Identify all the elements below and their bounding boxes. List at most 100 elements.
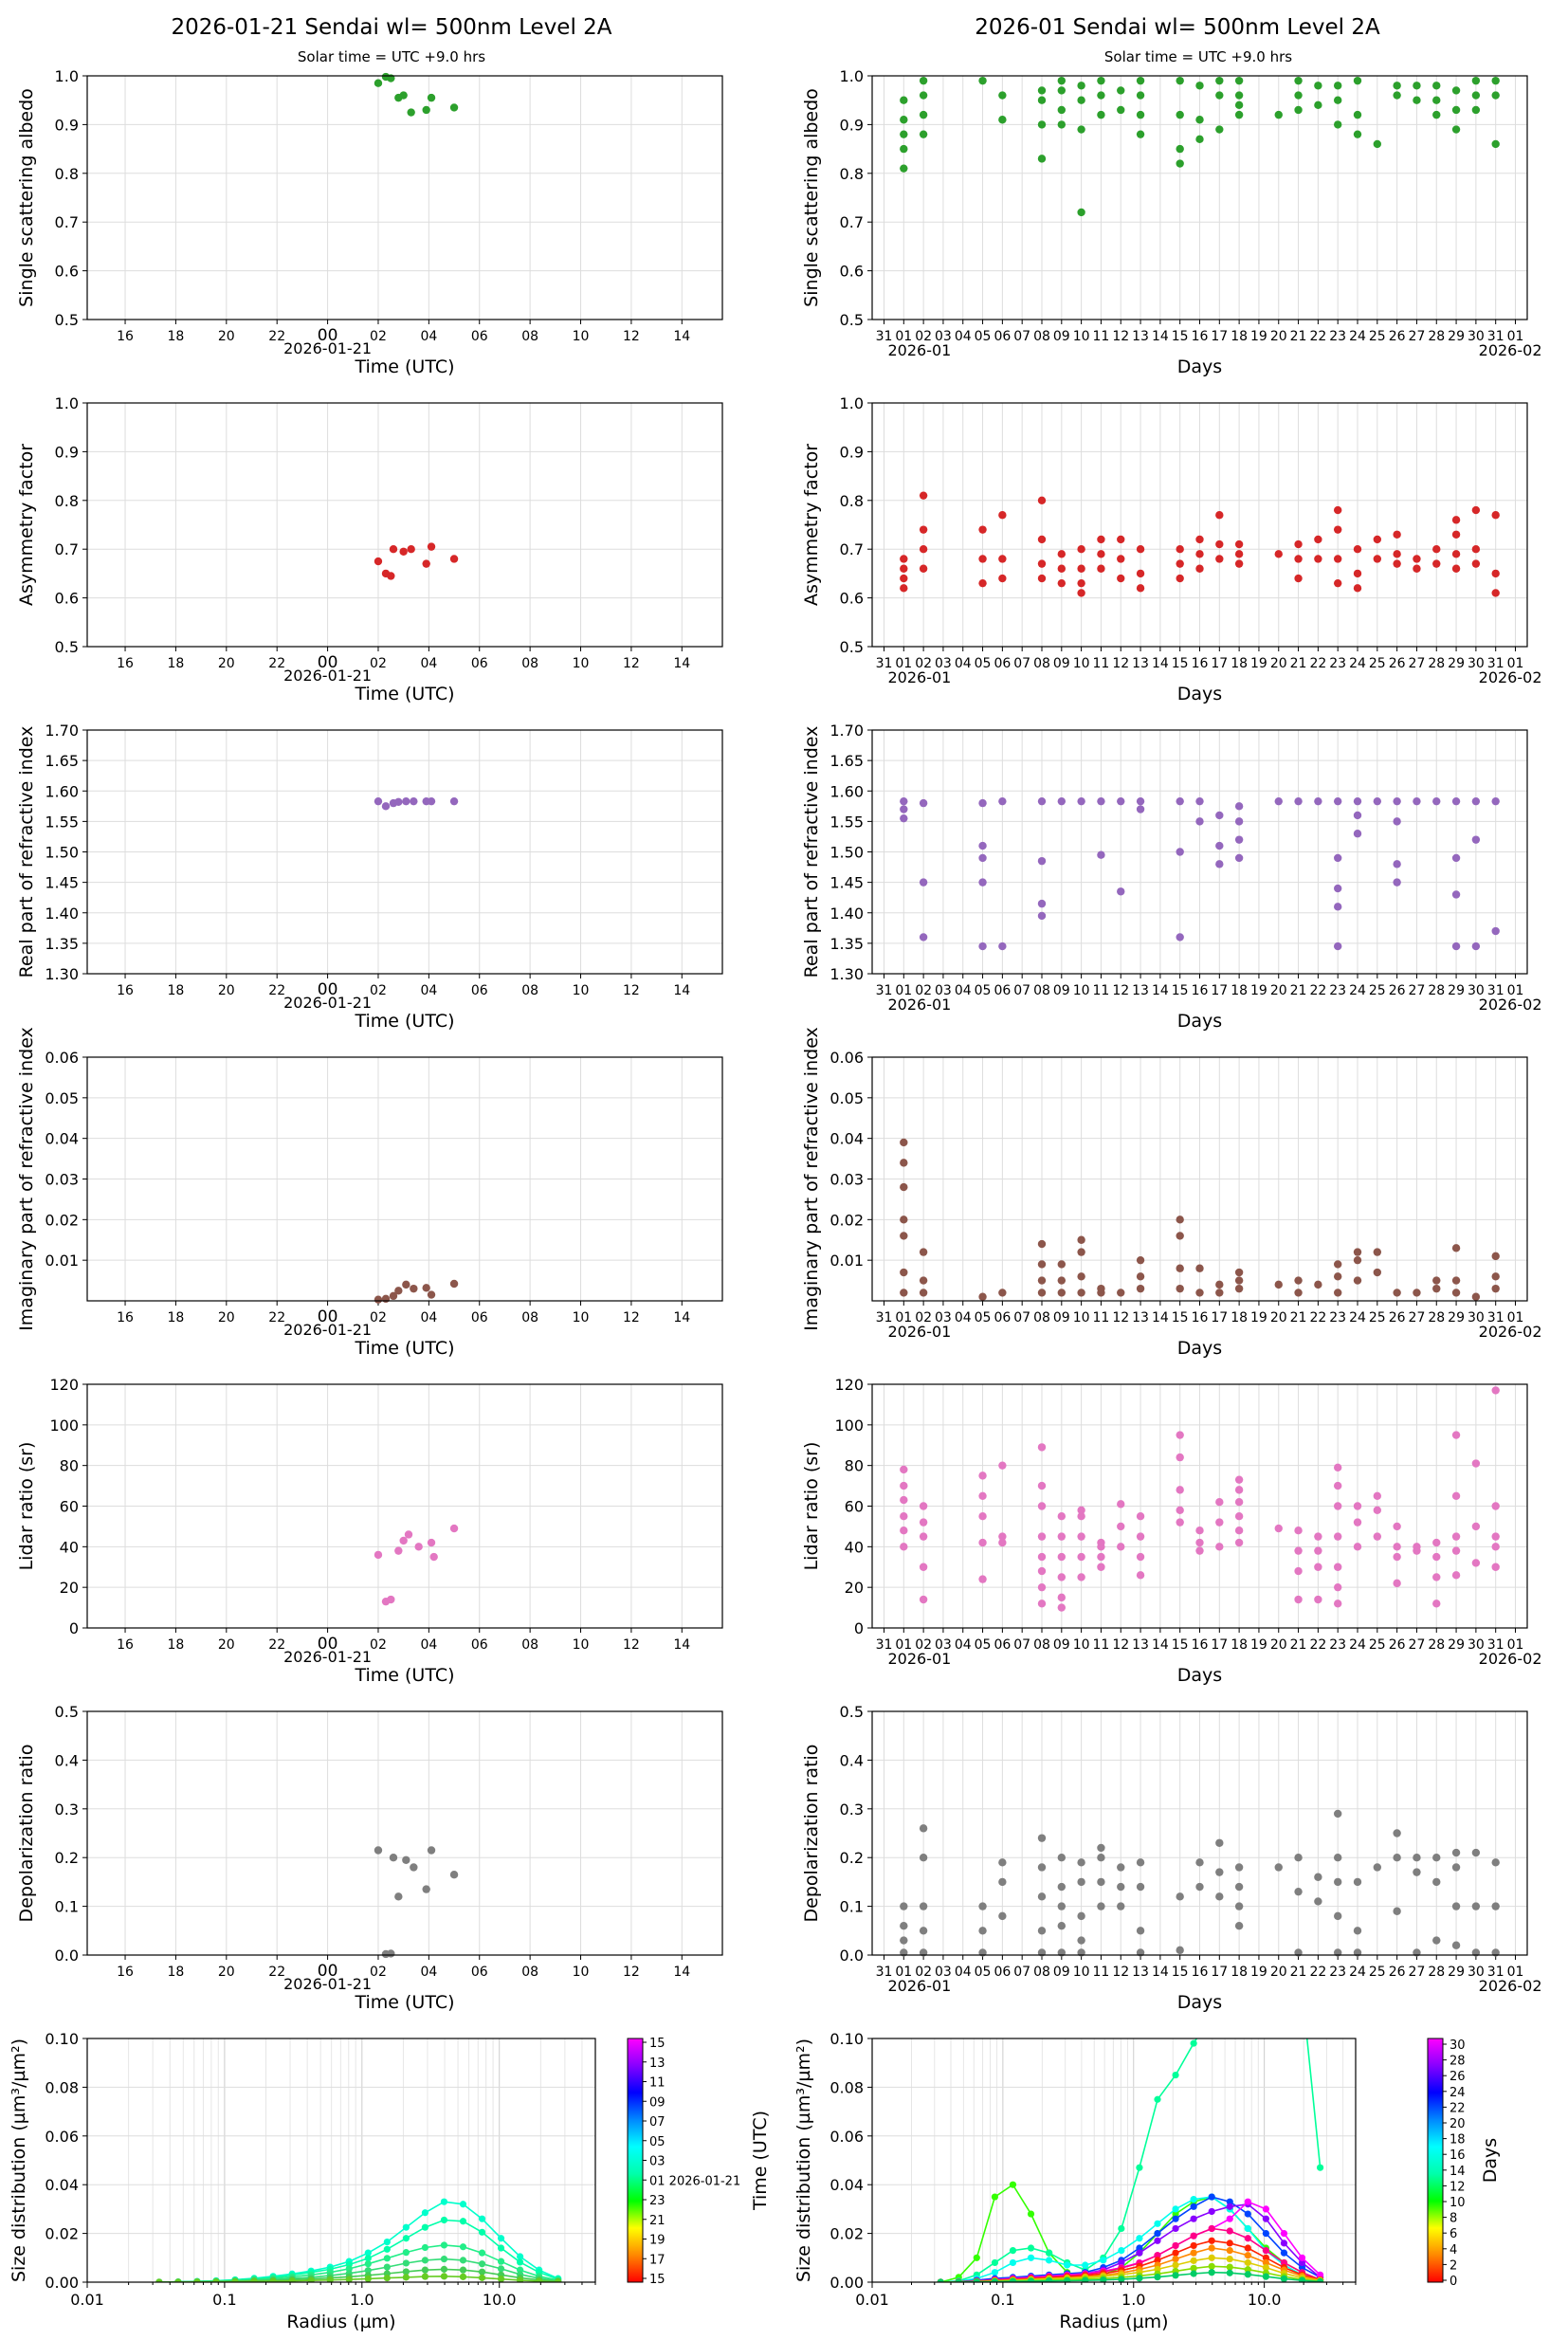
series-point bbox=[364, 2267, 372, 2275]
chart-right-6: 0.0 0.1 0.2 0.3 0.4 0.5 Depolarization ratio 31… bbox=[801, 1703, 1542, 2013]
data-point bbox=[1057, 120, 1067, 129]
data-point bbox=[978, 1927, 987, 1935]
x-axis-label: Radius (µm) bbox=[1059, 2312, 1168, 2332]
y-tick-label: 0.6 bbox=[840, 590, 864, 608]
data-point bbox=[1037, 1834, 1047, 1842]
data-point bbox=[1333, 1809, 1342, 1819]
data-point bbox=[919, 878, 928, 887]
data-point bbox=[1037, 1532, 1047, 1541]
data-point bbox=[1215, 860, 1224, 868]
data-point bbox=[1215, 511, 1224, 520]
series-point bbox=[1082, 2261, 1089, 2269]
data-point bbox=[387, 1949, 395, 1958]
data-point bbox=[978, 1575, 987, 1583]
series-point bbox=[326, 2276, 334, 2282]
y-tick-label: 0.04 bbox=[830, 2176, 864, 2194]
x-tick-label: 00 bbox=[318, 653, 338, 672]
left-figure-title: 2026-01-21 Sendai wl= 500nm Level 2A bbox=[171, 15, 611, 40]
series-point bbox=[478, 2268, 486, 2276]
data-point bbox=[1471, 1292, 1481, 1301]
y-tick-label: 20 bbox=[845, 1579, 864, 1597]
y-axis-label: Single scattering albedo bbox=[801, 88, 822, 307]
x-tick-label: 17 bbox=[1211, 1310, 1228, 1325]
y-axis-label: Single scattering albedo bbox=[16, 88, 37, 307]
data-point bbox=[422, 105, 430, 115]
series-point bbox=[1172, 2241, 1179, 2250]
x-tick-label: 17 bbox=[1211, 1965, 1228, 1980]
data-point bbox=[1333, 578, 1342, 588]
data-point bbox=[1491, 1502, 1500, 1510]
data-point bbox=[1037, 155, 1047, 163]
data-point bbox=[1176, 159, 1184, 168]
data-point bbox=[1136, 1512, 1145, 1521]
y-tick-label: 60 bbox=[845, 1498, 864, 1516]
x-axis-label: Time (UTC) bbox=[354, 356, 454, 377]
data-point bbox=[1274, 1524, 1283, 1533]
series-point bbox=[364, 2275, 372, 2282]
data-point bbox=[1413, 564, 1421, 573]
data-point bbox=[1234, 1276, 1244, 1285]
series-point bbox=[459, 2273, 467, 2280]
data-point bbox=[1234, 817, 1244, 826]
y-tick-label: 0.7 bbox=[840, 213, 864, 231]
data-point bbox=[998, 1538, 1007, 1547]
data-point bbox=[1077, 1506, 1085, 1514]
data-point bbox=[1333, 1502, 1342, 1510]
x-tick-label: 23 bbox=[1329, 1965, 1346, 1980]
data-point bbox=[919, 1502, 928, 1510]
data-point bbox=[1451, 564, 1461, 573]
data-point bbox=[978, 1472, 987, 1480]
data-point bbox=[1451, 516, 1461, 524]
plot-frame bbox=[86, 2038, 596, 2283]
data-point bbox=[1353, 110, 1362, 119]
data-point bbox=[1077, 208, 1085, 217]
data-point bbox=[1037, 1276, 1047, 1285]
data-point bbox=[1413, 1543, 1421, 1551]
data-point bbox=[919, 1248, 928, 1256]
x-tick-label: 27 bbox=[1409, 983, 1426, 998]
x-tick-label: 29 bbox=[1448, 1637, 1465, 1653]
series-point bbox=[1172, 2210, 1179, 2218]
data-point bbox=[1037, 1481, 1047, 1490]
colorbar-label: Days bbox=[1480, 2138, 1501, 2183]
x-tick-label: 23 bbox=[1329, 329, 1346, 344]
colorbar-tick-label: 09 bbox=[649, 2095, 665, 2110]
x-tick-label: 02 bbox=[370, 656, 387, 671]
x-tick-label: 17 bbox=[1211, 329, 1228, 344]
series-point bbox=[955, 2278, 962, 2282]
data-point bbox=[1471, 1559, 1481, 1567]
x-tick-label: 10.0 bbox=[483, 2291, 517, 2309]
data-point bbox=[1097, 110, 1105, 119]
x-tick-label: 08 bbox=[1033, 329, 1050, 344]
data-point bbox=[919, 491, 928, 500]
data-point bbox=[1393, 1552, 1401, 1562]
data-point bbox=[1314, 1280, 1322, 1289]
x-tick-label: 1.0 bbox=[350, 2291, 374, 2309]
data-point bbox=[1176, 1453, 1184, 1462]
y-tick-label: 0.8 bbox=[840, 165, 864, 183]
series-point bbox=[1172, 2224, 1179, 2233]
data-point bbox=[1451, 105, 1461, 115]
y-tick-label: 1.35 bbox=[830, 935, 864, 953]
data-point bbox=[1333, 1563, 1342, 1571]
series-line bbox=[940, 2196, 1321, 2282]
x-tick-label: 09 bbox=[1053, 1310, 1070, 1325]
data-point bbox=[427, 93, 436, 102]
series-point bbox=[497, 2258, 505, 2265]
x-tick-label: 03 bbox=[935, 656, 952, 671]
x-tick-label: 26 bbox=[1389, 1637, 1406, 1653]
data-point bbox=[1432, 1854, 1441, 1862]
chart-left-2: 0.5 0.6 0.7 0.8 0.9 1.0 Asymmetry factor 16 18 20… bbox=[16, 394, 723, 704]
x-tick-label: 29 bbox=[1448, 1965, 1465, 1980]
data-point bbox=[1176, 1486, 1184, 1494]
data-point bbox=[1077, 1877, 1085, 1887]
data-point bbox=[1294, 1887, 1303, 1896]
data-point bbox=[1057, 578, 1067, 588]
data-point bbox=[1215, 1868, 1224, 1876]
data-point bbox=[919, 1595, 928, 1604]
x-tick-label: 02 bbox=[915, 1310, 932, 1325]
data-point bbox=[389, 545, 398, 554]
data-point bbox=[1136, 1882, 1145, 1892]
y-tick-label: 0.06 bbox=[830, 1049, 864, 1067]
series-point bbox=[1136, 2249, 1143, 2257]
